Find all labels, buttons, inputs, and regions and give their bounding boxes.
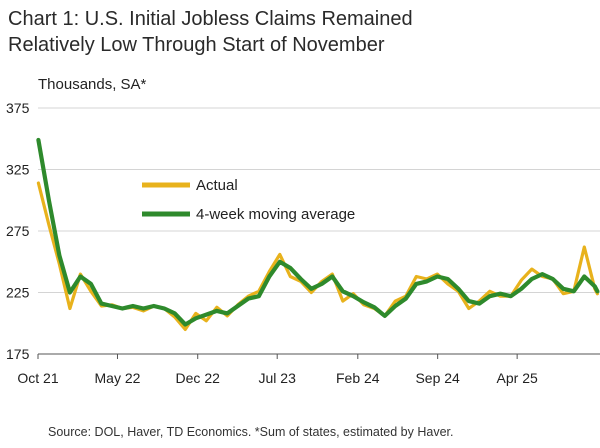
x-tick-label: Apr 25 [497,370,538,386]
y-axis-ticks: 375 325 275 225 175 [6,100,30,362]
x-tick-label: Feb 24 [336,370,380,386]
y-tick-label: 375 [6,100,30,116]
y-tick-label: 325 [6,162,30,178]
chart-title-line1: Chart 1: U.S. Initial Jobless Claims Rem… [8,8,413,30]
y-tick-label: 225 [6,285,30,301]
chart-title-line2: Relatively Low Through Start of November [8,34,385,56]
grid-lines [38,107,600,355]
series-moving-average-line [36,137,600,327]
y-tick-label: 275 [6,223,30,239]
legend-label-actual: Actual [196,177,238,194]
x-tick-label: May 22 [95,370,141,386]
y-axis-units-label: Thousands, SA* [38,76,147,93]
x-tick-label: Sep 24 [415,370,460,386]
x-tick-label: Jul 23 [259,370,297,386]
source-note: Source: DOL, Haver, TD Economics. *Sum o… [48,425,454,439]
legend-label-moving-average: 4-week moving average [196,206,355,223]
series-lines [36,137,600,331]
chart-title: Chart 1: U.S. Initial Jobless Claims Rem… [8,6,588,58]
x-axis-ticks: Oct 21 May 22 Dec 22 Jul 23 Feb 24 Sep 24 Apr … [17,354,538,386]
x-tick-label: Oct 21 [17,370,58,386]
x-tick-label: Dec 22 [176,370,221,386]
legend: Actual 4-week moving average [142,177,355,223]
y-tick-label: 175 [6,346,30,362]
